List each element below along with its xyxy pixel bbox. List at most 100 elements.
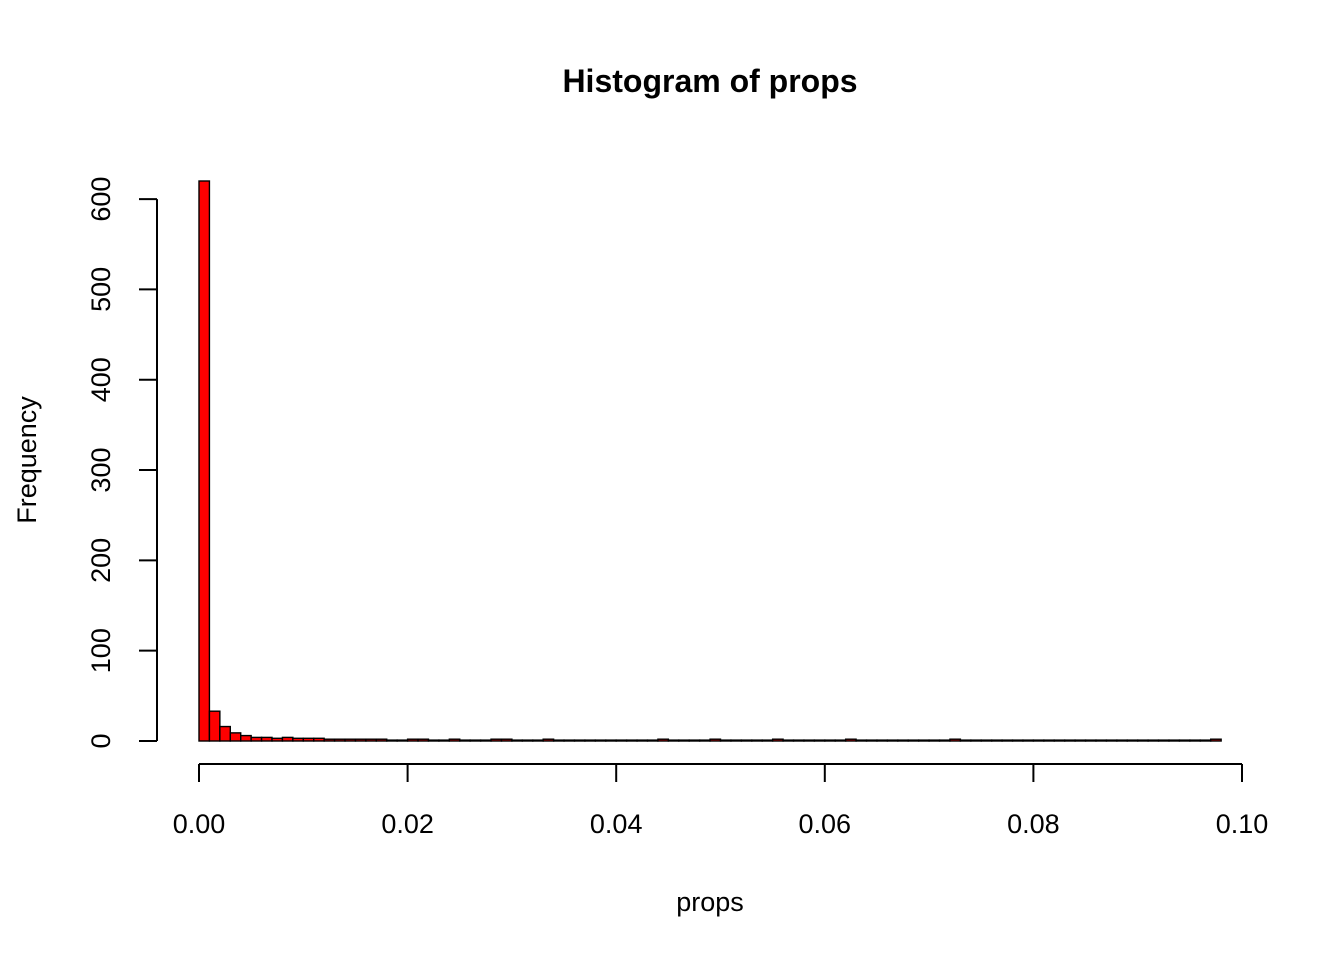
histogram-bar <box>980 739 993 742</box>
histogram-bar <box>636 739 649 742</box>
histogram-bar <box>1011 739 1024 742</box>
histogram-bar <box>1157 739 1170 742</box>
histogram-bar <box>928 739 941 742</box>
histogram-bar <box>897 739 909 742</box>
histogram-bar <box>438 739 451 742</box>
histogram-bar <box>406 738 419 742</box>
histogram-bar <box>365 738 378 742</box>
histogram-bar <box>1032 739 1045 742</box>
histogram-bar <box>532 739 544 742</box>
histogram-bar <box>386 739 398 742</box>
histogram-bar <box>1043 739 1055 742</box>
histogram-bar <box>886 739 899 742</box>
histogram-bar <box>688 739 701 742</box>
histogram-bar <box>490 738 503 742</box>
histogram-bar <box>605 739 617 742</box>
histogram-bar <box>1210 738 1222 742</box>
histogram-bar <box>709 738 722 742</box>
histogram-bar <box>917 739 930 742</box>
y-tick-label: 600 <box>86 177 116 222</box>
histogram-bar <box>521 739 534 742</box>
histogram-bar <box>229 732 242 742</box>
histogram-bar <box>344 738 357 742</box>
x-tick-label: 0.10 <box>1216 809 1269 839</box>
histogram-bar <box>1095 739 1108 742</box>
y-tick-label: 0 <box>86 733 116 748</box>
y-axis: 0 100 200 300 400 500 600 <box>86 177 158 749</box>
histogram-bar <box>292 737 304 742</box>
histogram-bar <box>844 738 857 742</box>
histogram-bar <box>782 739 795 742</box>
histogram-bar <box>313 737 325 742</box>
x-axis: 0.00 0.02 0.04 0.06 0.08 0.10 <box>173 763 1269 839</box>
y-tick-label: 500 <box>86 267 116 312</box>
histogram-bar <box>1199 739 1212 742</box>
histogram-bar <box>427 739 440 742</box>
histogram-bar <box>824 739 836 742</box>
histogram-bar <box>594 739 607 742</box>
histogram-bar <box>396 739 409 742</box>
histogram-bar <box>761 739 774 742</box>
y-tick-label: 200 <box>86 538 116 583</box>
histogram-bar <box>500 738 513 742</box>
histogram-bar <box>1074 739 1087 742</box>
histogram-bar <box>855 739 868 742</box>
histogram-bar <box>990 739 1003 742</box>
histogram-bar <box>1189 739 1201 742</box>
histogram-bar <box>271 737 284 742</box>
x-tick-label: 0.00 <box>173 809 226 839</box>
histogram-bar <box>646 739 659 742</box>
histogram-bar <box>834 739 847 742</box>
histogram-bar <box>584 739 597 742</box>
histogram-bar <box>552 739 565 742</box>
histogram-bar <box>970 739 982 742</box>
histogram-bar <box>459 739 471 742</box>
histogram-bar <box>1105 739 1118 742</box>
x-tick-label: 0.02 <box>381 809 434 839</box>
histogram-bar <box>448 738 461 742</box>
histogram-bar <box>563 739 576 742</box>
histogram-bar <box>657 738 670 742</box>
histogram-bar <box>730 739 743 742</box>
histogram-bar <box>698 739 711 742</box>
y-tick-label: 100 <box>86 628 116 673</box>
histogram-bar <box>1178 739 1191 742</box>
histogram-bar <box>1136 739 1149 742</box>
histogram-bar <box>876 739 889 742</box>
histogram-bar <box>792 739 805 742</box>
histogram-bar <box>208 710 221 742</box>
histogram-bar <box>1126 739 1139 742</box>
histogram-bar <box>1022 739 1035 742</box>
histogram-bar <box>198 180 211 742</box>
histogram-bar <box>281 736 294 742</box>
histogram-bar <box>803 739 816 742</box>
histogram-bar <box>949 738 962 742</box>
histogram-bar <box>865 739 878 742</box>
histogram-bar <box>417 738 430 742</box>
x-tick-label: 0.08 <box>1007 809 1060 839</box>
x-tick-label: 0.06 <box>799 809 852 839</box>
histogram-bar <box>469 739 482 742</box>
histogram-bar <box>1053 739 1066 742</box>
histogram-bar <box>813 739 826 742</box>
y-tick-label: 400 <box>86 357 116 402</box>
histogram-bar <box>1147 739 1160 742</box>
histogram-bar <box>219 725 231 742</box>
histogram-bar <box>542 738 555 742</box>
histogram-bar <box>1168 739 1181 742</box>
histogram-bars <box>198 180 1222 742</box>
histogram-bar <box>719 739 732 742</box>
histogram-bar <box>771 738 784 742</box>
y-tick-label: 300 <box>86 448 116 493</box>
histogram-bar <box>1063 739 1076 742</box>
x-tick-label: 0.04 <box>590 809 643 839</box>
histogram-bar <box>1001 739 1014 742</box>
histogram-bar <box>250 736 263 742</box>
histogram-bar <box>1116 739 1128 742</box>
histogram-bar <box>302 737 315 742</box>
chart-title: Histogram of props <box>562 63 857 99</box>
histogram-bar <box>323 738 336 742</box>
histogram-bar <box>511 739 524 742</box>
histogram-bar <box>907 739 920 742</box>
